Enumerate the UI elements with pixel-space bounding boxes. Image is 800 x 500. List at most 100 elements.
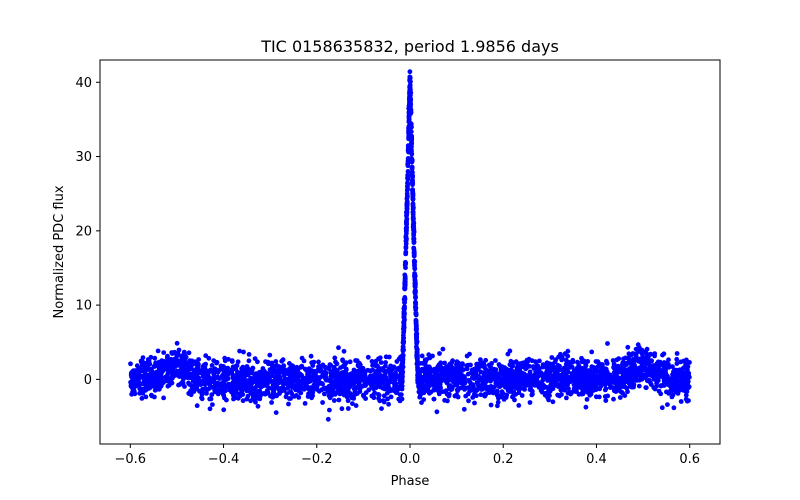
data-point [380,398,386,403]
data-point [681,358,687,364]
data-point [610,385,616,391]
data-point [504,392,510,398]
data-point [210,384,216,390]
data-point [137,381,143,386]
data-point [222,355,228,361]
data-point [670,371,676,376]
data-point [365,376,371,381]
data-point [210,402,215,407]
data-point [611,370,617,375]
data-point [297,373,303,379]
data-point [451,377,456,383]
data-point [590,388,596,393]
data-point [388,387,394,393]
data-point [561,376,567,382]
data-point [383,360,388,365]
data-point [203,373,209,379]
data-point [643,385,649,390]
data-point [603,398,609,403]
data-point [241,349,246,355]
data-point [304,378,310,384]
data-point [457,379,463,384]
data-point [434,409,440,415]
data-point [250,386,256,392]
data-point [331,398,337,403]
data-point [248,398,254,404]
data-point [619,365,625,371]
data-point [660,352,665,358]
data-point [448,384,453,389]
data-point [401,310,407,316]
data-point [576,364,581,370]
data-point [608,372,613,378]
data-point [246,352,252,357]
data-point [525,359,531,364]
data-point [365,354,371,360]
data-point [234,380,240,386]
data-point [413,320,419,326]
data-point [341,348,347,354]
data-point [622,361,627,367]
data-point [555,392,561,398]
data-point [525,378,531,384]
data-points [128,69,692,422]
data-point [211,371,217,377]
data-point [402,297,407,302]
data-point [611,396,616,402]
data-point [573,386,579,392]
data-point [252,373,258,378]
data-point [638,370,643,376]
data-point [588,369,594,374]
data-point [357,374,362,379]
data-point [377,384,383,390]
data-point [238,385,243,391]
data-point [345,388,351,394]
data-point [339,370,345,376]
data-point [495,403,500,409]
data-point [401,330,406,335]
data-point [407,69,413,75]
data-point [425,376,431,381]
data-point [654,383,660,389]
data-point [198,380,204,386]
data-point [230,372,236,378]
data-point [371,386,376,392]
y-axis-label: Normalized PDC flux [52,185,67,318]
data-point [175,351,181,356]
data-point [152,387,158,393]
y-tick-label: 40 [75,76,92,91]
data-point [165,353,170,359]
data-point [564,395,569,401]
data-point [165,383,171,389]
data-point [647,352,653,357]
data-point [410,197,416,202]
data-point [602,387,608,393]
data-point [405,169,411,174]
data-point [173,364,178,369]
data-point [581,358,587,364]
data-point [596,394,602,400]
data-point [381,379,387,384]
data-point [440,346,446,352]
data-point [405,180,410,186]
x-tick-label: 0.2 [493,452,514,467]
data-point [633,353,639,358]
data-point [271,364,277,369]
data-point [128,372,134,378]
data-point [478,369,484,375]
data-point [435,379,441,385]
data-point [553,379,559,385]
data-point [455,369,461,375]
data-point [259,384,264,389]
data-point [333,382,339,387]
data-point [298,390,304,396]
data-point [176,382,181,388]
data-point [158,371,164,377]
data-point [273,359,279,364]
data-point [304,374,310,380]
data-point [489,369,495,374]
data-point [239,389,245,395]
data-point [403,236,409,241]
y-axis-ticks: 0 10 20 30 40 [75,76,100,388]
data-point [511,378,516,384]
